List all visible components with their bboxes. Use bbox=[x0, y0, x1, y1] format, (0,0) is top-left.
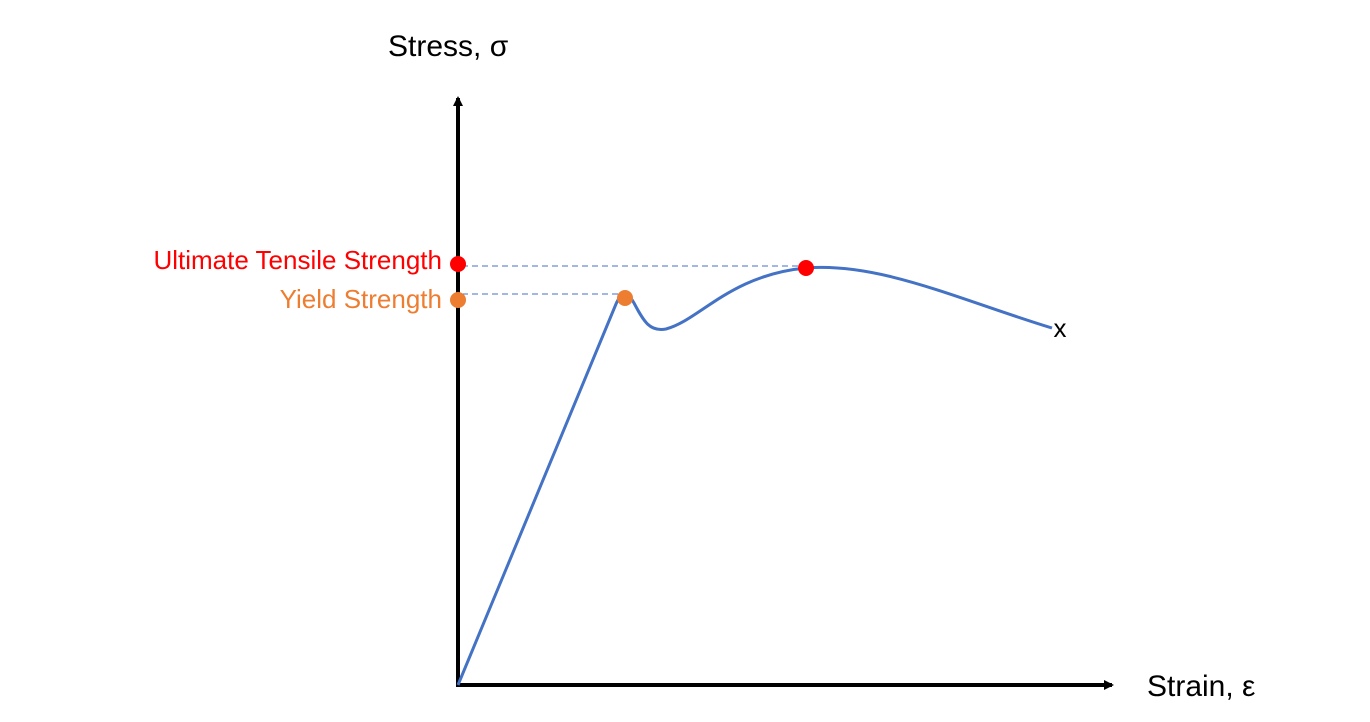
y-axis-label: Stress, σ bbox=[388, 30, 509, 63]
x-axis-label: Strain, ε bbox=[1147, 670, 1255, 703]
yield-curve-dot bbox=[617, 290, 633, 306]
stress-strain-curve bbox=[456, 265, 1053, 686]
fracture-mark: x bbox=[1054, 313, 1067, 343]
uts-axis-dot bbox=[450, 256, 466, 272]
uts-label: Ultimate Tensile Strength bbox=[153, 245, 442, 275]
uts-curve-dot bbox=[798, 260, 814, 276]
yield-axis-dot bbox=[450, 292, 466, 308]
yield-label: Yield Strength bbox=[280, 284, 442, 314]
